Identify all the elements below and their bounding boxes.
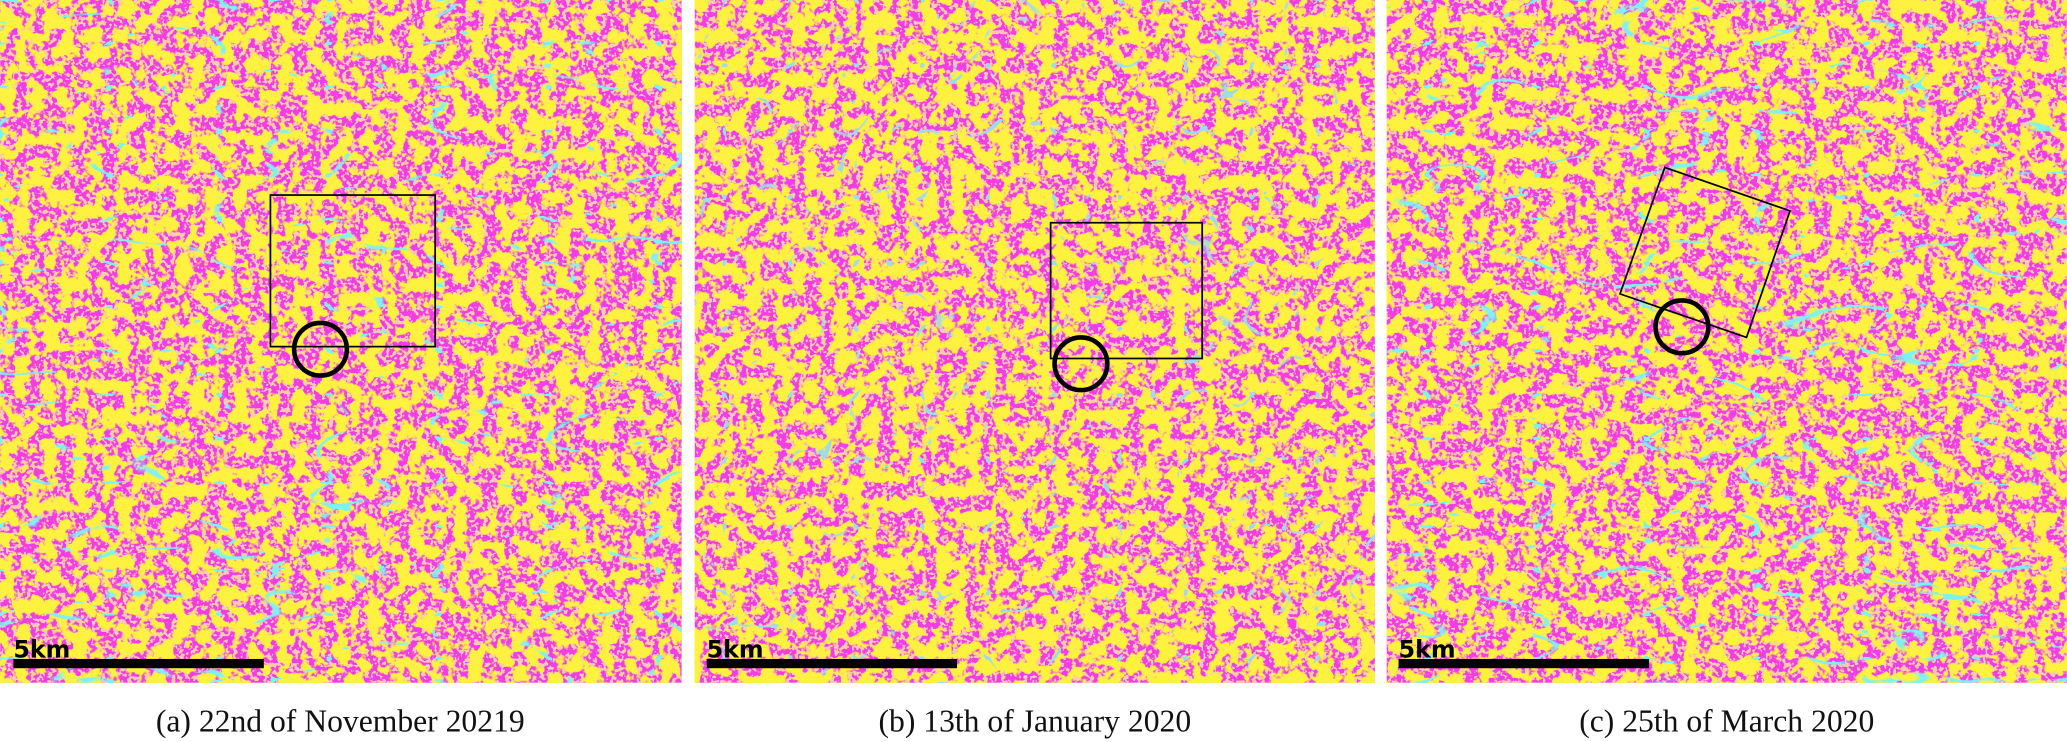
caption: (a) 22nd of November 20219	[156, 703, 525, 738]
scale-bar	[706, 658, 958, 669]
panel-b: 5km (b) 13th of January 2020	[694, 0, 1375, 738]
image-texture	[0, 0, 682, 683]
caption: (c) 25th of March 2020	[1579, 703, 1874, 738]
roi-circle	[1653, 298, 1711, 356]
image-texture	[694, 0, 1375, 683]
roi-box	[1049, 221, 1204, 360]
roi-box	[269, 194, 437, 348]
scale-bar	[13, 658, 264, 669]
scale-label: 5km	[13, 636, 70, 664]
scale-label: 5km	[1399, 636, 1456, 664]
caption: (b) 13th of January 2020	[878, 703, 1191, 738]
image-texture	[1386, 0, 2067, 683]
scale-label: 5km	[707, 636, 764, 664]
scale-bar	[1398, 658, 1649, 669]
panel-c: 5km (c) 25th of March 2020	[1386, 0, 2067, 738]
panel-a: 5km (a) 22nd of November 20219	[0, 0, 682, 738]
roi-box	[1618, 166, 1792, 339]
roi-circle	[1052, 335, 1110, 393]
roi-circle	[291, 320, 350, 378]
